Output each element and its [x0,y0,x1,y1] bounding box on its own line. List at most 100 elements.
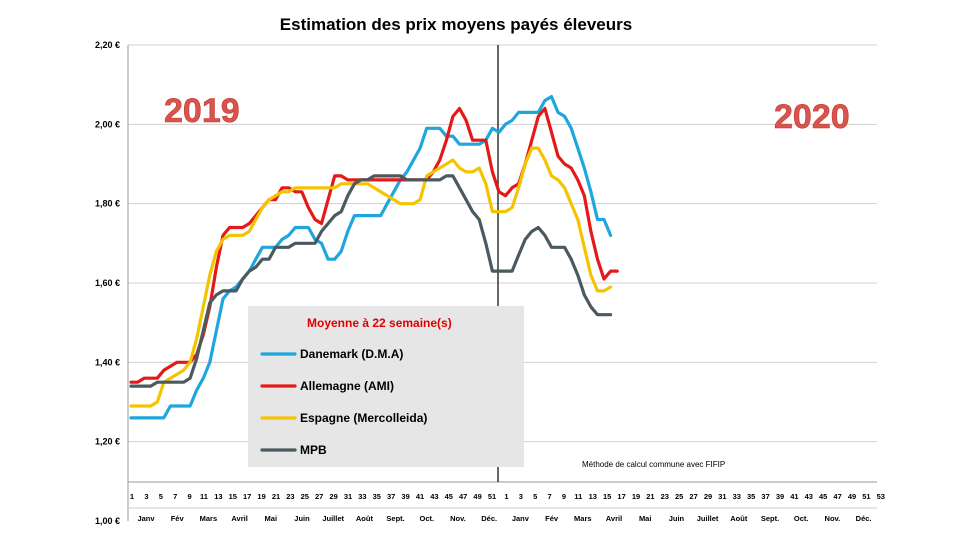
series-line [129,106,619,384]
month-label: Juin [669,514,685,523]
x-tick-label: 39 [776,492,784,501]
x-axis: 1 3 5 7 9 11 13 15 17 19 21 23 25 27 29 31 33 35 37 39 41 43 4… [128,481,885,523]
x-tick-label: 31 [718,492,726,501]
x-tick-label: 51 [488,492,496,501]
x-tick-label: 9 [188,492,192,501]
legend-label: Allemagne (AMI) [300,379,394,393]
y-tick-label: 1,60 € [95,278,120,288]
legend: Danemark (D.M.A) Allemagne (AMI) Espagne (… [260,347,427,457]
x-tick-label: 43 [805,492,813,501]
x-tick-label: 45 [445,492,453,501]
x-tick-label: 11 [574,492,582,501]
x-tick-label: 19 [632,492,640,501]
series-line [129,94,613,420]
x-tick-label: 13 [214,492,222,501]
month-label: Juin [294,514,310,523]
x-tick-label: 37 [761,492,769,501]
x-tick-label: 29 [329,492,337,501]
y-tick-label: 1,20 € [95,437,120,447]
x-tick-label: 27 [689,492,697,501]
y-tick-label: 1,00 € [95,516,120,526]
x-tick-label: 3 [144,492,148,501]
x-tick-label: 19 [257,492,265,501]
x-tick-label: 29 [704,492,712,501]
x-tick-label: 35 [747,492,755,501]
x-tick-label: 17 [617,492,625,501]
x-tick-label: 49 [473,492,481,501]
series-line [129,146,613,408]
month-label: Sept. [761,514,779,523]
x-tick-label: 15 [229,492,237,501]
x-tick-label: 41 [416,492,424,501]
x-tick-label: 1 [130,492,134,501]
legend-label: Danemark (D.M.A) [300,347,403,361]
x-tick-label: 33 [358,492,366,501]
y-tick-label: 1,80 € [95,199,120,209]
x-tick-label: 43 [430,492,438,501]
x-tick-label: 49 [848,492,856,501]
month-label: Août [356,514,374,523]
x-tick-label: 47 [459,492,467,501]
x-tick-label: 25 [301,492,309,501]
month-label: Sept. [386,514,404,523]
month-label: Nov. [825,514,841,523]
x-tick-label: 31 [344,492,352,501]
x-tick-label: 21 [646,492,654,501]
year-label-2019: 2019 [164,92,240,130]
x-tick-label: 23 [661,492,669,501]
month-label: Mai [639,514,652,523]
y-axis: 1,00 € 1,20 € 1,40 € 1,60 € 1,80 € 2,00 € 2,20… [95,40,120,526]
x-tick-label: 45 [819,492,827,501]
x-tick-label: 35 [373,492,381,501]
x-tick-label: 53 [877,492,885,501]
y-tick-label: 2,00 € [95,119,120,129]
month-label: Nov. [450,514,466,523]
x-tick-label: 33 [733,492,741,501]
month-label: Mars [574,514,592,523]
x-tick-label: 7 [548,492,552,501]
x-tick-label: 47 [833,492,841,501]
x-tick-label: 17 [243,492,251,501]
legend-label: Espagne (Mercolleida) [300,411,427,425]
x-tick-label: 27 [315,492,323,501]
y-tick-label: 1,40 € [95,357,120,367]
month-label: Juillet [697,514,719,523]
series-line [129,174,613,388]
x-tick-label: 25 [675,492,683,501]
month-label: Janv [512,514,530,523]
x-tick-label: 5 [159,492,163,501]
x-tick-label: 39 [401,492,409,501]
x-tick-label: 15 [603,492,611,501]
year-label-2020: 2020 [774,98,850,136]
chart-title: Estimation des prix moyens payés éleveur… [280,15,632,34]
month-label: Juillet [322,514,344,523]
month-label: Avril [231,514,247,523]
x-tick-label: 11 [200,492,208,501]
x-tick-label: 21 [272,492,280,501]
month-label: Mai [265,514,278,523]
month-label: Janv [137,514,155,523]
x-tick-label: 7 [173,492,177,501]
method-note: Méthode de calcul commune avec FIFIP [582,460,725,469]
x-tick-label: 3 [519,492,523,501]
month-label: Fév [171,514,185,523]
x-tick-label: 51 [862,492,870,501]
month-label: Déc. [856,514,872,523]
month-label: Fév [545,514,559,523]
x-tick-label: 13 [589,492,597,501]
x-tick-label: 1 [504,492,508,501]
x-tick-label: 9 [562,492,566,501]
legend-title: Moyenne à 22 semaine(s) [307,316,452,330]
x-tick-label: 5 [533,492,537,501]
month-label: Avril [606,514,622,523]
month-label: Déc. [481,514,497,523]
series-layer [129,94,619,420]
month-label: Oct. [794,514,809,523]
x-tick-label: 23 [286,492,294,501]
x-tick-label: 37 [387,492,395,501]
x-tick-label: 41 [790,492,798,501]
month-label: Mars [200,514,218,523]
month-label: Août [730,514,748,523]
y-tick-label: 2,20 € [95,40,120,50]
